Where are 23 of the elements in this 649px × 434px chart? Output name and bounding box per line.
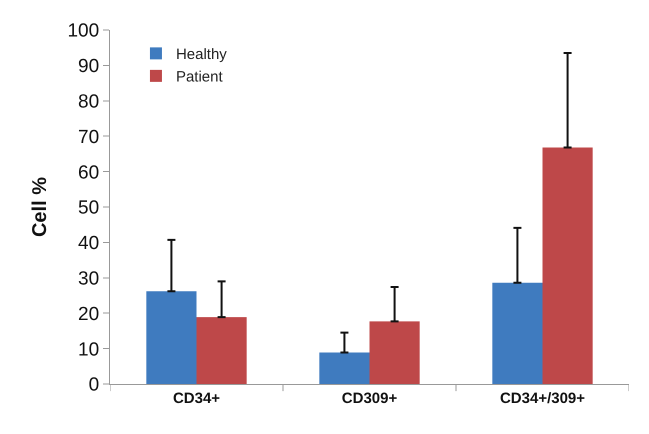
y-tick-label: 90 — [78, 56, 100, 78]
y-tick-label: 100 — [67, 20, 100, 42]
y-tick-label: 60 — [78, 162, 100, 184]
y-tick-label: 80 — [78, 91, 100, 112]
bar — [196, 317, 247, 384]
y-tick-label: 30 — [78, 268, 100, 290]
x-tick-label: CD309+ — [342, 390, 398, 407]
y-tick-label: 10 — [78, 339, 100, 360]
y-tick-label: 20 — [78, 304, 100, 325]
bar — [542, 148, 593, 384]
x-tick-label: CD34+ — [172, 390, 220, 407]
y-tick-label: 0 — [88, 374, 100, 396]
legend-label: Healthy — [176, 46, 228, 64]
legend-label: Patient — [176, 68, 224, 86]
y-tick-label: 70 — [78, 126, 100, 148]
bar — [319, 352, 370, 384]
bar — [492, 282, 542, 384]
x-tick-label: CD34+/309+ — [500, 390, 586, 407]
y-axis-title: Cell % — [28, 176, 51, 238]
bar — [370, 321, 420, 384]
bar — [146, 291, 196, 384]
y-tick-label: 40 — [78, 233, 100, 254]
y-tick-label: 50 — [78, 198, 100, 219]
